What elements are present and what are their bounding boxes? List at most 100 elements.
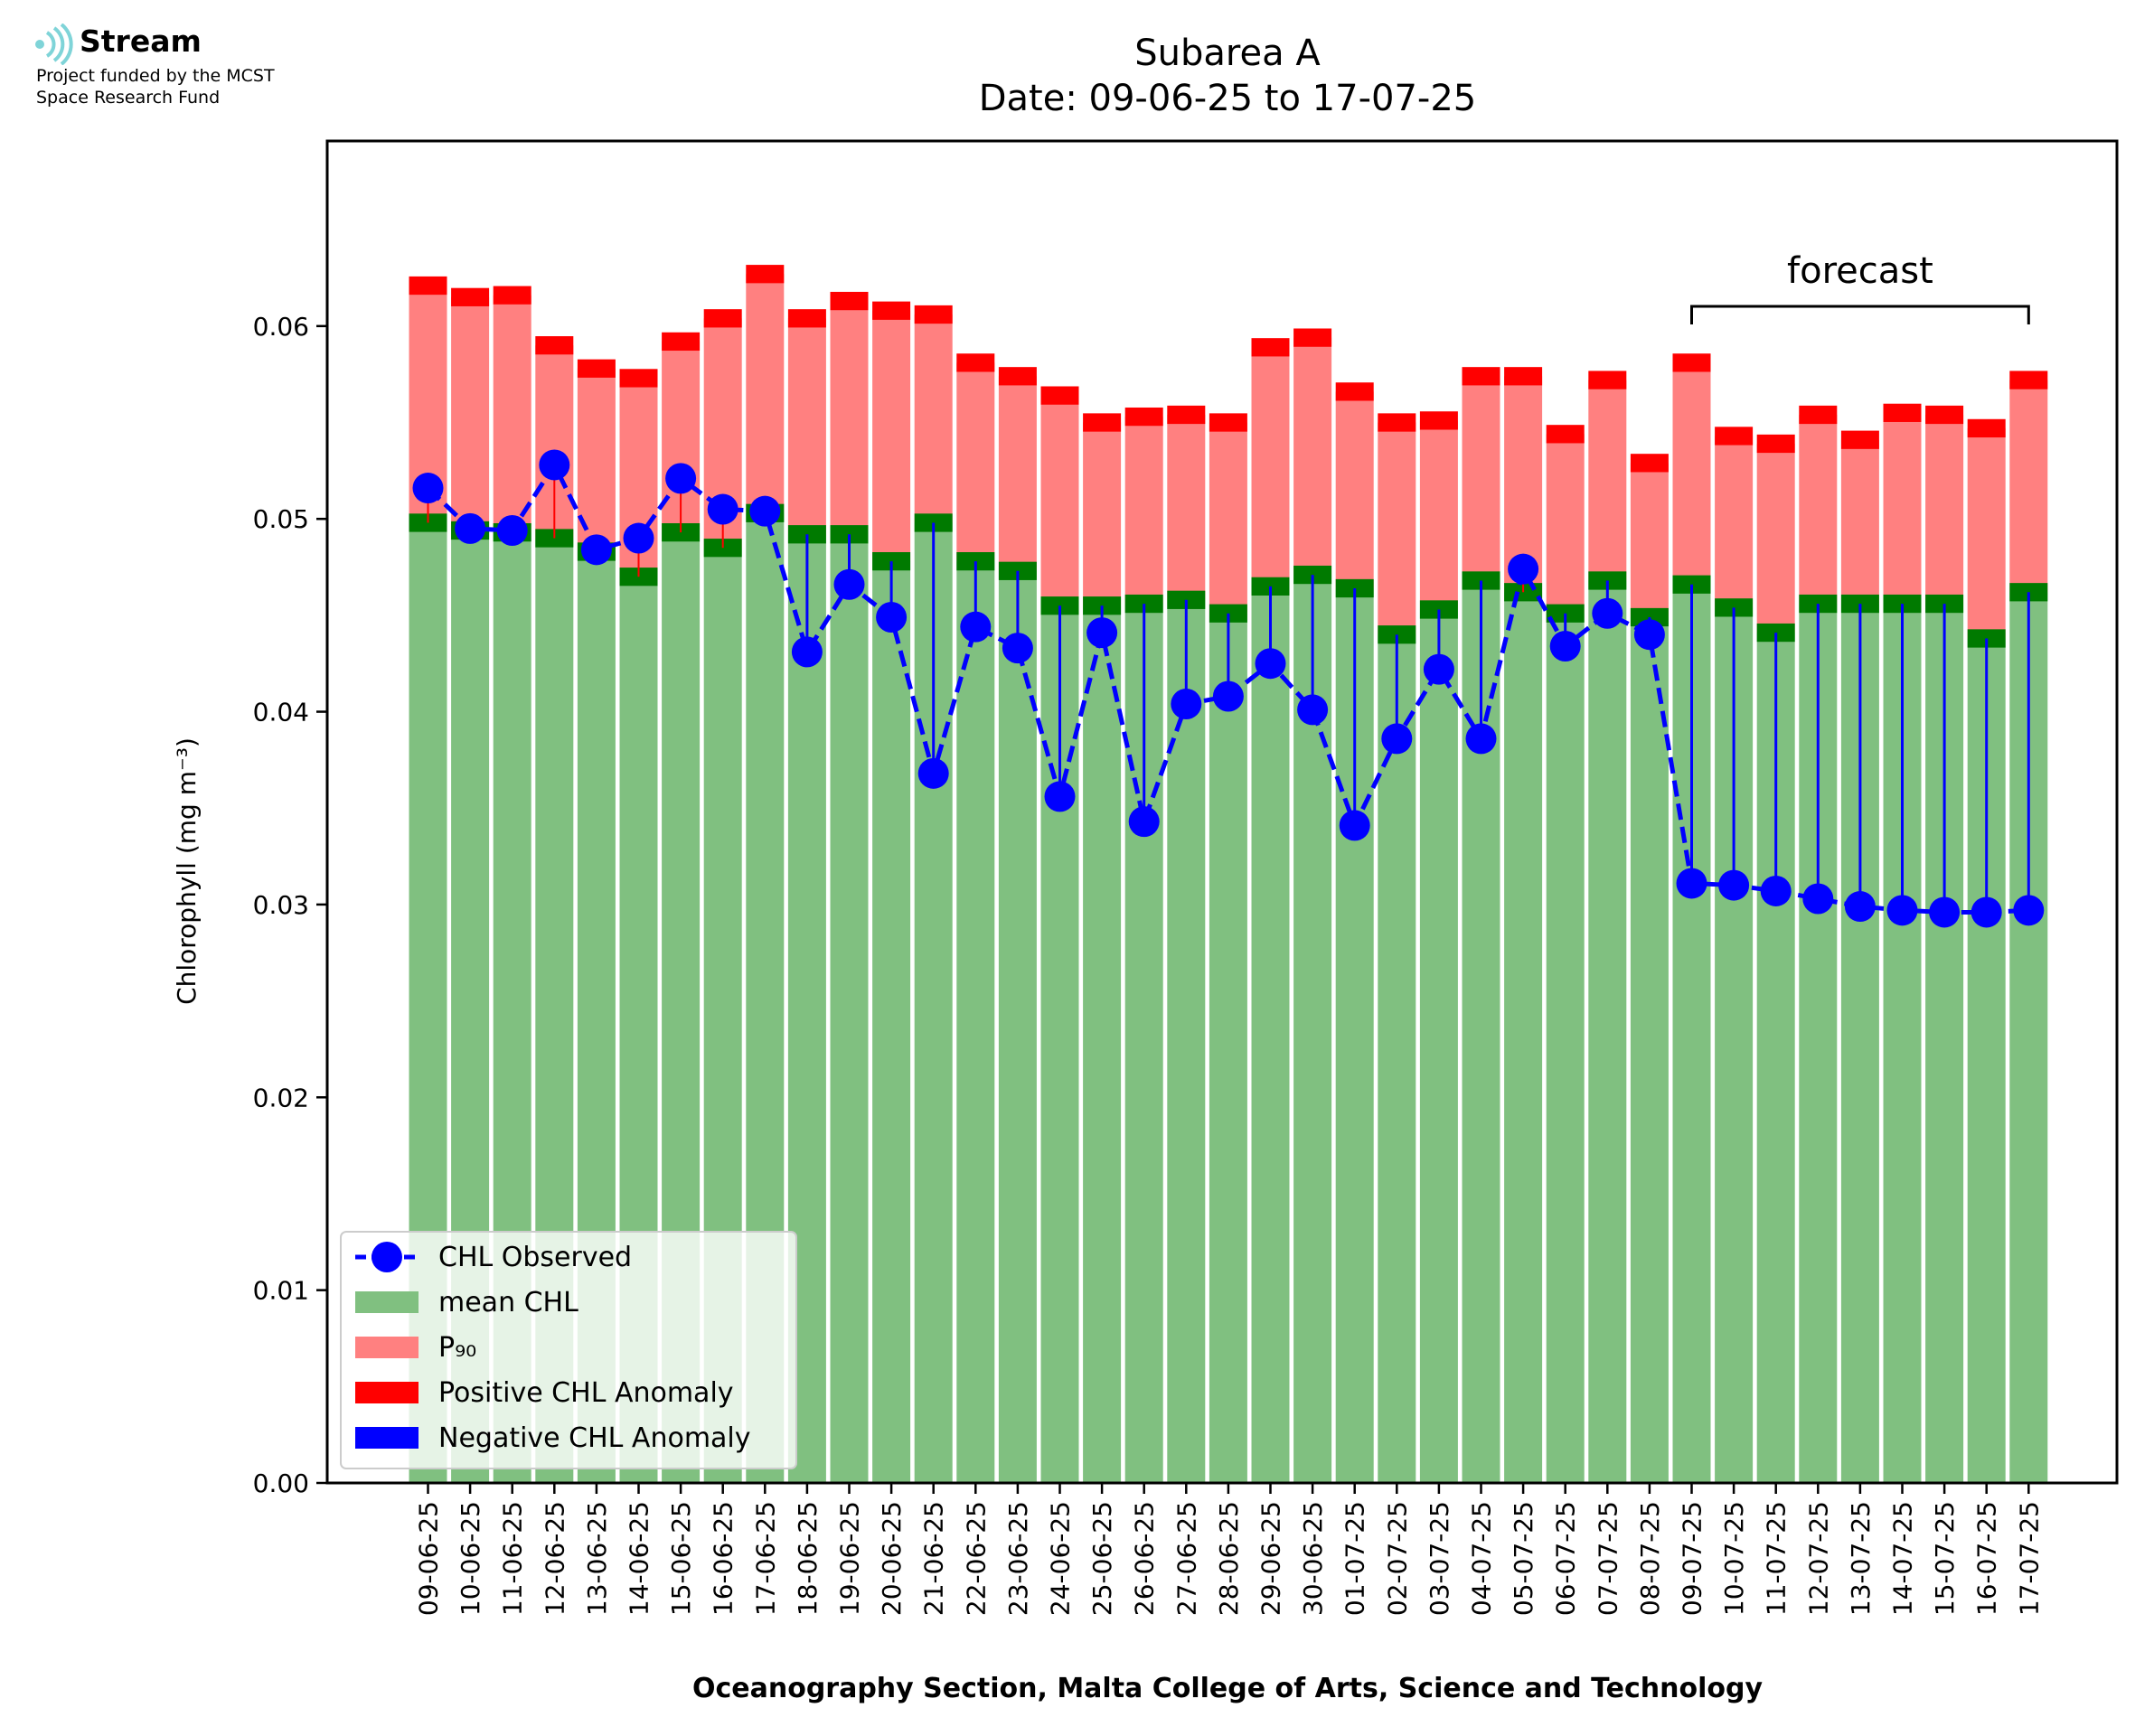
forecast-label: forecast xyxy=(1787,250,1933,292)
p90-bar xyxy=(787,318,826,535)
x-tick-label: 17-07-25 xyxy=(2014,1501,2044,1616)
mean-chl-bar xyxy=(1209,613,1247,1483)
legend-label: Positive CHL Anomaly xyxy=(438,1377,734,1409)
x-tick-label: 11-06-25 xyxy=(498,1501,528,1616)
x-tick-label: 25-06-25 xyxy=(1087,1501,1117,1616)
p90-cap-marker xyxy=(1251,338,1290,357)
mean-chl-bar xyxy=(872,561,911,1483)
mean-chl-bar xyxy=(998,570,1037,1483)
x-tick-label: 11-07-25 xyxy=(1762,1501,1792,1616)
p90-cap-marker xyxy=(1124,407,1163,427)
p90-bar xyxy=(1925,414,1964,605)
x-tick-label: 01-07-25 xyxy=(1340,1501,1370,1616)
chl-observed-point xyxy=(1255,648,1286,680)
chl-observed-point xyxy=(412,473,444,504)
p90-cap-marker xyxy=(1630,454,1669,473)
p90-cap-marker xyxy=(1209,413,1247,432)
p90-cap-marker xyxy=(1419,411,1458,430)
bar-group xyxy=(1925,405,1964,1483)
p90-cap-marker xyxy=(619,369,658,388)
bar-group xyxy=(1251,338,1290,1483)
chl-observed-point xyxy=(960,611,992,643)
chl-observed-point xyxy=(1508,553,1539,585)
p90-cap-marker xyxy=(1462,367,1500,386)
p90-cap-marker xyxy=(1083,413,1122,432)
p90-bar xyxy=(1462,376,1500,581)
chl-observed-point xyxy=(455,512,486,544)
mean-chl-bar xyxy=(1504,592,1543,1483)
bar-group xyxy=(1883,403,1922,1483)
p90-cap-marker xyxy=(1040,386,1079,405)
mean-chl-bar xyxy=(1546,613,1585,1483)
chl-observed-point xyxy=(1929,896,1961,928)
chl-observed-point xyxy=(707,493,738,525)
chl-observed-point xyxy=(1886,895,1918,926)
p90-bar xyxy=(1209,422,1247,614)
y-tick-label: 0.04 xyxy=(253,698,309,727)
p90-bar xyxy=(914,314,953,523)
legend-label: CHL Observed xyxy=(438,1242,632,1273)
chl-observed-point xyxy=(791,636,823,668)
forecast-bracket xyxy=(1690,305,2030,324)
chl-observed-point xyxy=(1971,896,2002,928)
mean-chl-bar xyxy=(1167,599,1206,1483)
p90-cap-marker xyxy=(998,367,1037,386)
x-tick-label: 09-06-25 xyxy=(414,1501,444,1616)
p90-cap-marker xyxy=(409,276,447,296)
p90-bar xyxy=(1840,439,1879,605)
x-tick-label: 27-06-25 xyxy=(1171,1501,1201,1616)
p90-cap-marker xyxy=(1672,353,1711,372)
p90-cap-marker xyxy=(872,301,911,320)
x-tick-label: 23-06-25 xyxy=(1003,1501,1033,1616)
legend-label: mean CHL xyxy=(438,1287,578,1318)
mean-chl-bar xyxy=(1083,605,1122,1483)
chl-observed-point xyxy=(1086,617,1118,649)
y-axis-label: Chlorophyll (mg m⁻³) xyxy=(172,737,202,1005)
p90-cap-marker xyxy=(956,353,995,372)
chl-observed-point xyxy=(1633,619,1665,651)
bar-group xyxy=(956,353,995,1483)
bar-group xyxy=(1715,427,1754,1483)
x-tick-label: 21-06-25 xyxy=(919,1501,949,1616)
chl-observed-point xyxy=(1760,875,1792,906)
x-tick-label: 19-06-25 xyxy=(835,1501,865,1616)
chl-observed-point xyxy=(749,495,781,527)
chl-observed-point xyxy=(917,757,949,789)
chl-observed-point xyxy=(1592,597,1623,629)
p90-cap-marker xyxy=(1756,434,1795,454)
y-tick-label: 0.01 xyxy=(253,1276,309,1306)
mean-chl-bar xyxy=(1419,609,1458,1483)
p90-cap-marker xyxy=(746,265,785,284)
legend-swatch-marker xyxy=(372,1242,402,1272)
p90-bar xyxy=(1546,434,1585,614)
p90-cap-marker xyxy=(1967,418,2006,438)
bar-group xyxy=(1083,413,1122,1483)
chl-observed-point xyxy=(1002,633,1033,664)
p90-bar xyxy=(872,310,911,562)
p90-cap-marker xyxy=(2009,371,2048,389)
p90-cap-marker xyxy=(451,287,490,306)
chl-observed-point xyxy=(1171,689,1202,720)
legend-box xyxy=(340,1231,797,1469)
x-tick-label: 05-07-25 xyxy=(1509,1501,1538,1616)
legend-label: Negative CHL Anomaly xyxy=(438,1422,751,1454)
bar-group xyxy=(1167,405,1206,1483)
mean-chl-bar xyxy=(1293,575,1332,1483)
p90-cap-marker xyxy=(1588,371,1627,389)
logo-brand: Stream xyxy=(80,23,202,59)
chl-observed-point xyxy=(833,568,865,600)
legend: CHL Observed mean CHL P₉₀ Positive CHL Anom… xyxy=(340,1231,797,1469)
x-tick-label: 13-07-25 xyxy=(1846,1501,1876,1616)
p90-bar xyxy=(1251,347,1290,586)
chl-observed-point xyxy=(1676,868,1707,899)
bar-group xyxy=(872,301,911,1483)
p90-bar xyxy=(1799,414,1838,605)
bar-group xyxy=(914,305,953,1483)
legend-swatch xyxy=(355,1291,419,1313)
p90-bar xyxy=(830,301,869,535)
p90-cap-marker xyxy=(1378,413,1416,432)
chl-observed-point xyxy=(1465,723,1497,755)
legend-swatch xyxy=(355,1382,419,1403)
p90-bar xyxy=(956,362,995,562)
chl-observed-point xyxy=(1297,694,1329,726)
